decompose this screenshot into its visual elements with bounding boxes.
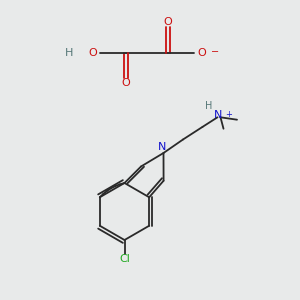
Text: O: O [88,47,97,58]
Text: N: N [214,110,222,121]
Text: H: H [65,47,74,58]
Text: O: O [197,47,206,58]
Text: +: + [226,110,232,119]
Text: O: O [122,78,130,88]
Text: O: O [164,16,172,27]
Text: Cl: Cl [119,254,130,265]
Text: H: H [206,101,213,111]
Text: −: − [211,47,219,58]
Text: N: N [158,142,166,152]
